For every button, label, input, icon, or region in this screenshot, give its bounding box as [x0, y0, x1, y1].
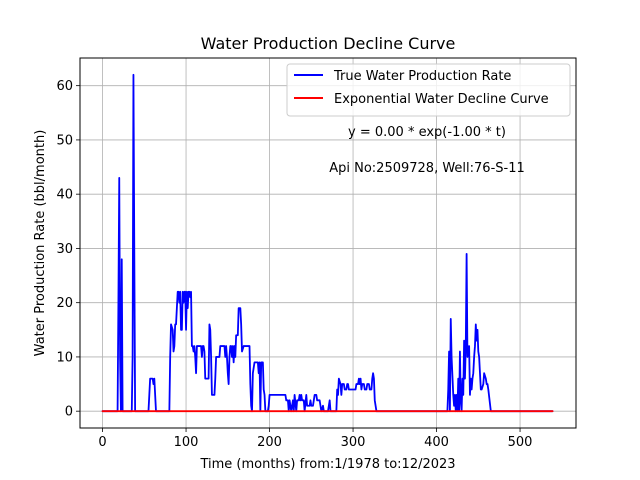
x-tick-label: 100	[174, 435, 199, 450]
legend-box	[286, 63, 571, 117]
x-axis-label: Time (months) from:1/1978 to:12/2023	[199, 457, 455, 472]
y-tick-label: 40	[56, 188, 73, 203]
well-annotation: Api No:2509728, Well:76-S-11	[329, 161, 525, 176]
axis-ticks: 0 100 200 300 400 500 0 10 20 30 40 50 60	[56, 79, 532, 450]
legend-label-true-rate: True Water Production Rate	[333, 69, 511, 84]
x-tick-label: 0	[98, 435, 106, 450]
y-tick-label: 50	[56, 133, 73, 148]
y-tick-label: 10	[56, 350, 73, 365]
y-tick-label: 0	[65, 405, 73, 420]
chart-title: Water Production Decline Curve	[201, 34, 456, 53]
x-tick-label: 400	[424, 435, 449, 450]
legend: True Water Production Rate Exponential W…	[286, 63, 571, 117]
x-tick-label: 300	[341, 435, 366, 450]
plot-area-frame	[79, 57, 577, 429]
y-tick-label: 60	[56, 79, 73, 94]
plot-lines	[101, 73, 554, 413]
y-tick-label: 30	[56, 242, 73, 257]
legend-label-exponential: Exponential Water Decline Curve	[334, 92, 549, 107]
x-tick-label: 200	[257, 435, 282, 450]
x-tick-label: 500	[508, 435, 533, 450]
grid	[80, 58, 576, 428]
y-axis-label: Water Production Rate (bbl/month)	[33, 130, 48, 357]
equation-annotation: y = 0.00 * exp(-1.00 * t)	[348, 125, 506, 140]
series-line-true-rate	[101, 73, 554, 413]
y-tick-label: 20	[56, 296, 73, 311]
